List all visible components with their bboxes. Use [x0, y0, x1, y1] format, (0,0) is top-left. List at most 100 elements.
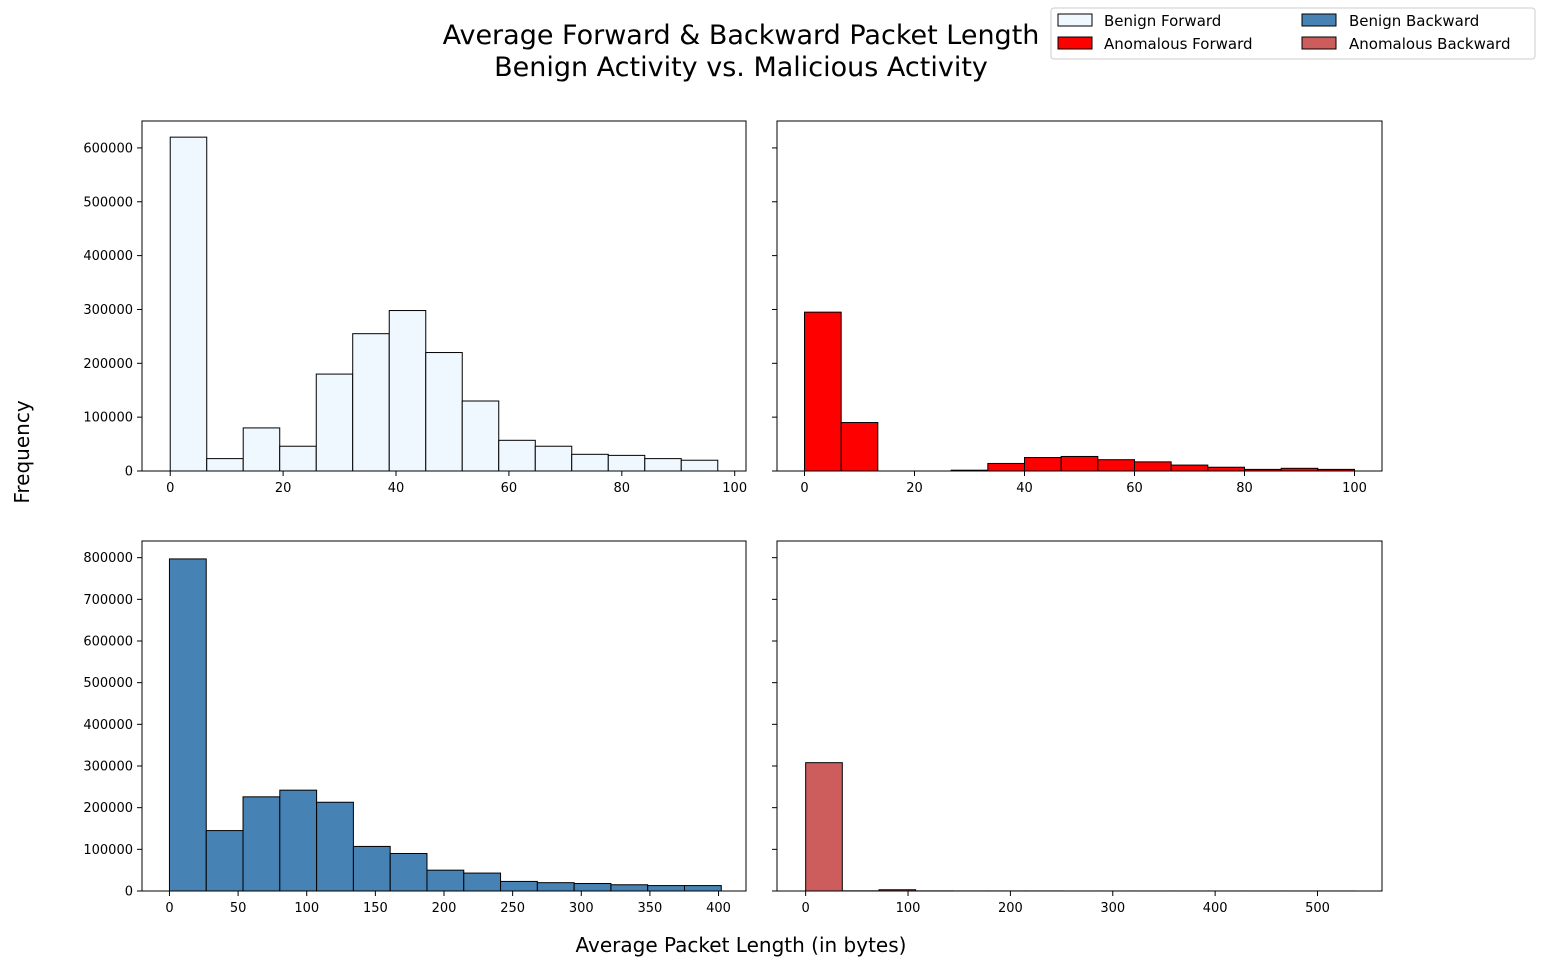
- bar-benign-backward-2: [242, 796, 281, 892]
- y-tick-label-benign-forward-6: 600000: [83, 141, 133, 156]
- axes-frame-anomalous-forward: [776, 120, 1383, 472]
- panel-anomalous-backward: 0 100 200 300 400 500: [772, 540, 1383, 916]
- bar-benign-forward-9: [498, 439, 536, 472]
- y-tick-label-benign-backward-2: 200000: [83, 801, 133, 816]
- bar-anomalous-forward-11: [1207, 466, 1245, 472]
- x-tick-label-anomalous-forward-3: 60: [1126, 481, 1143, 496]
- y-tick-label-benign-backward-6: 600000: [83, 635, 133, 650]
- x-tick-label-benign-backward-0: 0: [165, 901, 173, 916]
- bar-benign-forward-13: [644, 458, 682, 472]
- x-tick-label-anomalous-forward-0: 0: [800, 481, 808, 496]
- bar-benign-forward-6: [388, 310, 427, 472]
- x-tick-label-anomalous-backward-0: 0: [802, 901, 810, 916]
- x-tick-label-benign-backward-3: 150: [363, 901, 388, 916]
- bar-benign-backward-12: [610, 884, 649, 892]
- bar-anomalous-forward-9: [1134, 461, 1172, 472]
- y-tick-label-benign-backward-5: 500000: [83, 676, 133, 691]
- x-tick-label-anomalous-backward-3: 300: [1100, 901, 1125, 916]
- bar-benign-forward-5: [352, 333, 390, 472]
- y-tick-label-benign-forward-5: 500000: [83, 195, 133, 210]
- x-tick-label-benign-backward-6: 300: [569, 901, 594, 916]
- bar-benign-backward-9: [500, 880, 538, 892]
- y-tick-label-benign-backward-3: 300000: [83, 760, 133, 775]
- axes-frame-benign-forward: [141, 120, 747, 472]
- bar-anomalous-backward-0: [805, 762, 843, 892]
- bar-benign-forward-1: [206, 458, 244, 472]
- y-axis-label: Frequency: [10, 400, 34, 503]
- x-tick-label-benign-backward-7: 350: [637, 901, 662, 916]
- bar-benign-backward-11: [573, 883, 612, 892]
- legend-label-benign-backward: Benign Backward: [1349, 12, 1479, 30]
- bar-benign-backward-7: [426, 869, 465, 892]
- bar-benign-forward-14: [680, 459, 719, 472]
- bar-benign-forward-3: [279, 445, 317, 472]
- bar-anomalous-forward-6: [1024, 457, 1062, 472]
- x-tick-label-benign-backward-2: 100: [294, 901, 319, 916]
- x-tick-label-anomalous-forward-1: 20: [906, 481, 923, 496]
- y-tick-label-benign-forward-1: 100000: [83, 411, 133, 426]
- bar-benign-forward-2: [242, 427, 281, 472]
- x-tick-label-benign-forward-5: 100: [722, 481, 747, 496]
- legend-swatch-anomalous-forward: [1057, 36, 1093, 50]
- legend-swatch-benign-forward: [1057, 13, 1093, 27]
- y-tick-label-benign-backward-1: 100000: [83, 843, 133, 858]
- bar-benign-forward-10: [534, 445, 573, 472]
- bar-benign-backward-0: [168, 558, 207, 892]
- bar-anomalous-forward-10: [1170, 464, 1209, 472]
- legend: Benign Forward Benign Backward Anomalous…: [1050, 7, 1536, 60]
- x-axis-label: Average Packet Length (in bytes): [576, 933, 907, 957]
- bar-benign-forward-7: [425, 352, 463, 472]
- bar-benign-backward-8: [463, 872, 502, 892]
- x-tick-label-benign-forward-4: 80: [614, 481, 631, 496]
- x-tick-label-anomalous-forward-5: 100: [1342, 481, 1367, 496]
- x-tick-label-anomalous-backward-4: 400: [1203, 901, 1228, 916]
- figure-title-line-2: Benign Activity vs. Malicious Activity: [494, 52, 988, 83]
- x-tick-label-anomalous-forward-4: 80: [1236, 481, 1253, 496]
- bar-benign-backward-14: [684, 885, 722, 892]
- x-tick-label-anomalous-backward-1: 100: [896, 901, 921, 916]
- axes-frame-anomalous-backward: [776, 540, 1383, 892]
- figure-title-line-1: Average Forward & Backward Packet Length: [443, 20, 1040, 51]
- y-tick-label-benign-backward-0: 0: [125, 885, 133, 900]
- bar-benign-forward-12: [607, 454, 646, 472]
- x-tick-label-benign-backward-1: 50: [230, 901, 247, 916]
- panel-benign-backward: 0 50 100 150 200 250 300 350 400 0 100000 200000 300…: [83, 540, 747, 916]
- bar-benign-backward-1: [205, 830, 244, 892]
- x-tick-label-anomalous-backward-2: 200: [998, 901, 1023, 916]
- x-tick-label-benign-backward-5: 250: [500, 901, 525, 916]
- bar-anomalous-forward-7: [1060, 455, 1099, 472]
- bar-benign-backward-6: [389, 853, 428, 892]
- bar-benign-forward-11: [571, 453, 609, 472]
- x-tick-label-benign-forward-2: 40: [388, 481, 405, 496]
- legend-frame: [1050, 7, 1536, 60]
- x-tick-label-benign-backward-4: 200: [432, 901, 457, 916]
- x-tick-label-benign-forward-3: 60: [501, 481, 518, 496]
- bar-benign-backward-3: [279, 789, 318, 892]
- y-tick-label-benign-forward-0: 0: [125, 465, 133, 480]
- bar-benign-backward-10: [536, 882, 575, 892]
- bar-anomalous-forward-0: [804, 311, 842, 472]
- panels-group: 0 20 40 60 80 1000100000200000300000400000500…: [83, 120, 1383, 916]
- bar-benign-forward-8: [461, 400, 500, 472]
- legend-label-benign-forward: Benign Forward: [1104, 12, 1221, 30]
- legend-swatch-anomalous-backward: [1301, 36, 1337, 50]
- bar-benign-forward-0: [169, 136, 208, 472]
- x-tick-label-benign-forward-0: 0: [166, 481, 174, 496]
- bar-benign-backward-13: [647, 885, 686, 892]
- bar-benign-backward-4: [316, 801, 354, 892]
- x-tick-label-anomalous-forward-2: 40: [1016, 481, 1033, 496]
- bar-anomalous-forward-5: [987, 462, 1026, 472]
- legend-swatch-benign-backward: [1301, 13, 1337, 27]
- x-tick-label-benign-backward-8: 400: [706, 901, 731, 916]
- y-tick-label-benign-forward-4: 400000: [83, 249, 133, 264]
- y-tick-label-benign-backward-7: 700000: [83, 593, 133, 608]
- panel-anomalous-forward: 0 20 40 60 80 100: [772, 120, 1383, 496]
- x-tick-label-anomalous-backward-5: 500: [1305, 901, 1330, 916]
- bar-benign-backward-5: [352, 845, 391, 892]
- bar-anomalous-forward-1: [840, 422, 879, 472]
- y-tick-label-benign-forward-3: 300000: [83, 303, 133, 318]
- bar-anomalous-forward-8: [1097, 459, 1135, 472]
- y-tick-label-benign-forward-2: 200000: [83, 357, 133, 372]
- y-tick-label-benign-backward-8: 800000: [83, 551, 133, 566]
